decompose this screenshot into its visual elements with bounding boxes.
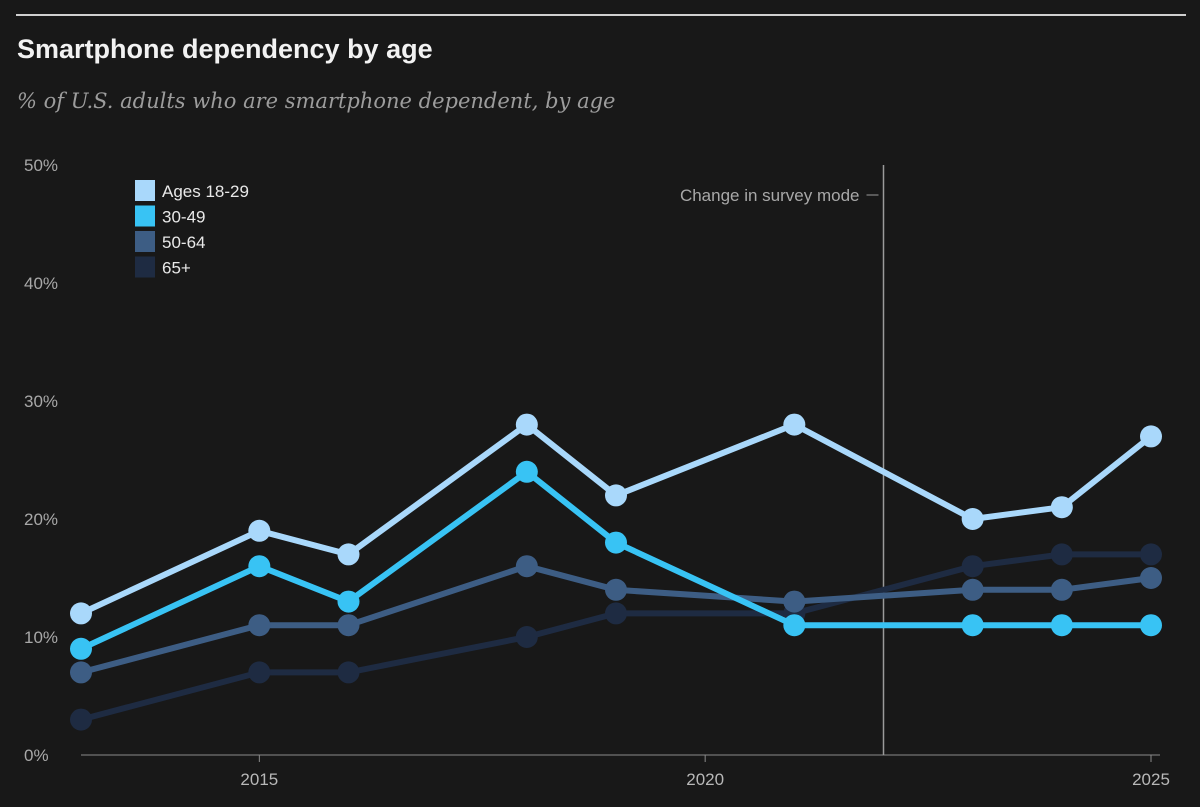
data-point-ages-18-29	[1140, 425, 1162, 448]
data-point-30-49	[337, 590, 360, 613]
data-point-65	[337, 661, 360, 684]
data-point-30-49	[1140, 614, 1162, 637]
y-tick-label: 40%	[24, 274, 58, 293]
data-point-65	[70, 708, 92, 731]
data-point-65	[1050, 543, 1073, 566]
data-point-30-49	[605, 531, 627, 554]
y-tick-label: 30%	[24, 392, 58, 411]
data-point-65	[248, 661, 271, 684]
data-point-30-49	[248, 555, 271, 578]
data-point-30-49	[1050, 614, 1073, 637]
data-point-50-64	[337, 614, 360, 637]
data-point-ages-18-29	[337, 543, 360, 566]
top-rule	[16, 14, 1186, 16]
chart-title: Smartphone dependency by age	[17, 34, 433, 64]
y-tick-label: 20%	[24, 510, 58, 529]
data-point-65	[605, 602, 627, 625]
legend-swatch	[135, 180, 155, 201]
legend-swatch	[135, 231, 155, 252]
x-tick-label: 2025	[1132, 770, 1170, 789]
data-point-30-49	[70, 637, 92, 660]
data-point-50-64	[70, 661, 92, 684]
legend-label: 30-49	[162, 208, 205, 227]
data-point-ages-18-29	[70, 602, 92, 625]
data-point-65	[1140, 543, 1162, 566]
legend-label: 65+	[162, 259, 191, 278]
legend-swatch	[135, 256, 155, 278]
data-point-50-64	[783, 590, 806, 613]
data-point-65	[515, 626, 538, 648]
data-point-ages-18-29	[783, 413, 806, 436]
data-point-50-64	[961, 578, 984, 601]
data-point-50-64	[1140, 567, 1162, 589]
data-point-30-49	[783, 614, 806, 637]
data-point-30-49	[515, 460, 538, 483]
x-tick-label: 2015	[240, 770, 278, 789]
annotation-label: Change in survey mode	[680, 186, 860, 205]
data-point-ages-18-29	[961, 508, 984, 530]
data-point-50-64	[515, 555, 538, 578]
data-point-ages-18-29	[248, 519, 271, 542]
data-point-50-64	[605, 578, 627, 601]
y-tick-label: 50%	[24, 156, 58, 175]
data-point-50-64	[248, 614, 271, 637]
legend-label: Ages 18-29	[162, 182, 249, 201]
x-tick-label: 2020	[686, 770, 724, 789]
y-tick-label: 0%	[24, 746, 49, 765]
legend-swatch	[135, 205, 155, 227]
chart-subtitle: % of U.S. adults who are smartphone depe…	[17, 89, 616, 113]
legend-label: 50-64	[162, 233, 205, 252]
data-point-30-49	[961, 614, 984, 637]
data-point-ages-18-29	[1050, 496, 1073, 519]
data-point-ages-18-29	[605, 484, 627, 507]
data-point-65	[961, 555, 984, 578]
data-point-ages-18-29	[515, 413, 538, 436]
y-tick-label: 10%	[24, 628, 58, 647]
data-point-50-64	[1050, 578, 1073, 601]
